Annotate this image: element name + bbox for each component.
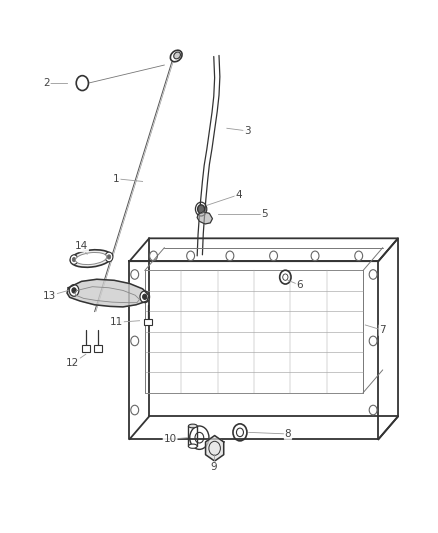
- Ellipse shape: [174, 52, 180, 59]
- Text: 7: 7: [379, 325, 386, 335]
- Bar: [94, 345, 102, 352]
- Text: 12: 12: [66, 358, 79, 368]
- Circle shape: [72, 257, 76, 262]
- Circle shape: [198, 205, 205, 213]
- Text: 6: 6: [297, 280, 303, 290]
- Bar: [145, 319, 152, 325]
- Ellipse shape: [75, 253, 107, 264]
- Text: 1: 1: [113, 174, 120, 184]
- Polygon shape: [197, 212, 212, 224]
- Circle shape: [72, 288, 76, 293]
- Circle shape: [69, 285, 79, 296]
- Circle shape: [105, 252, 113, 262]
- Text: 8: 8: [285, 429, 291, 439]
- Text: 10: 10: [163, 434, 177, 445]
- Circle shape: [107, 255, 111, 259]
- Text: 3: 3: [244, 126, 251, 136]
- Polygon shape: [205, 435, 224, 461]
- Circle shape: [143, 294, 147, 300]
- Text: 13: 13: [43, 290, 56, 301]
- Polygon shape: [67, 279, 149, 307]
- Ellipse shape: [188, 424, 197, 428]
- Text: 14: 14: [75, 241, 88, 251]
- Text: 5: 5: [261, 209, 268, 220]
- Text: 4: 4: [235, 190, 242, 200]
- Text: 9: 9: [210, 463, 217, 472]
- Ellipse shape: [188, 444, 197, 448]
- Text: 2: 2: [43, 78, 50, 88]
- Text: 11: 11: [110, 317, 123, 327]
- Circle shape: [140, 291, 150, 303]
- Ellipse shape: [170, 50, 182, 62]
- Bar: [82, 345, 90, 352]
- Ellipse shape: [71, 250, 112, 267]
- Circle shape: [70, 255, 78, 264]
